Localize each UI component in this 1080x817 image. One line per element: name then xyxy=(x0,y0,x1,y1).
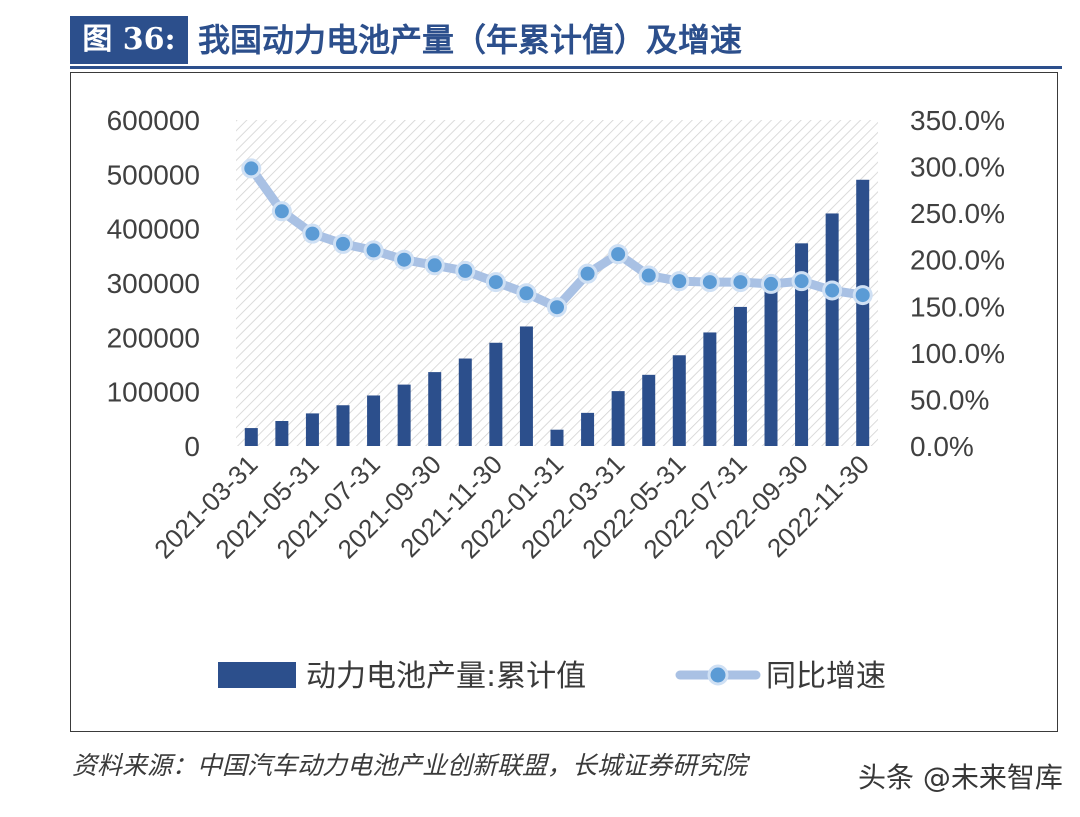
bar xyxy=(825,213,839,446)
left-axis-ticks: 0 100000 200000 300000 400000 500000 600000 xyxy=(107,105,200,462)
line-point xyxy=(333,233,353,254)
bar xyxy=(611,391,625,446)
bar xyxy=(642,374,656,446)
header-divider xyxy=(70,66,1062,69)
line-point xyxy=(577,263,598,284)
bar xyxy=(581,412,595,446)
chart-frame xyxy=(70,72,1058,732)
right-axis-tick-label: 200.0% xyxy=(910,245,1005,276)
line-point xyxy=(547,297,567,318)
x-axis-ticks: 2021-03-312021-05-312021-07-312021-09-30… xyxy=(148,449,875,564)
legend-bar-swatch xyxy=(218,662,296,688)
line-point xyxy=(455,260,476,281)
legend-bar-label: 动力电池产量:累计值 xyxy=(306,659,586,694)
line-point xyxy=(363,240,384,261)
bar xyxy=(458,358,472,446)
bar xyxy=(397,384,411,446)
growth-line-layer xyxy=(241,158,873,318)
left-axis-tick-label: 200000 xyxy=(107,322,200,353)
legend: 动力电池产量:累计值 同比增速 xyxy=(218,659,886,694)
bar xyxy=(856,179,870,446)
line-point xyxy=(241,158,262,179)
line-point xyxy=(791,271,812,292)
bar xyxy=(244,428,258,446)
right-axis-tick-label: 150.0% xyxy=(910,291,1005,322)
line-point xyxy=(730,272,751,293)
bar xyxy=(764,290,778,446)
line-point xyxy=(608,244,629,265)
left-axis-tick-label: 600000 xyxy=(107,105,200,136)
bar xyxy=(703,332,717,446)
right-axis-tick-label: 100.0% xyxy=(910,338,1005,369)
line-point xyxy=(822,280,843,301)
line-point xyxy=(302,223,323,244)
line-point xyxy=(699,272,720,293)
bar xyxy=(275,421,289,446)
right-axis-tick-label: 0.0% xyxy=(910,431,974,462)
left-axis-tick-label: 400000 xyxy=(107,214,200,245)
bar xyxy=(367,395,381,446)
left-axis-tick-label: 500000 xyxy=(107,159,200,190)
bars-layer xyxy=(244,179,870,446)
line-point xyxy=(271,201,292,222)
line-point xyxy=(761,273,781,294)
bar xyxy=(795,243,809,446)
figure-label: 图 36: xyxy=(70,16,188,64)
figure-header: 图 36: 我国动力电池产量（年累计值）及增速 xyxy=(70,14,1062,69)
legend-line-label: 同比增速 xyxy=(766,659,886,694)
source-note: 资料来源：中国汽车动力电池产业创新联盟，长城证券研究院 xyxy=(72,751,748,780)
legend-line-marker xyxy=(707,664,729,686)
left-axis-tick-label: 0 xyxy=(184,431,200,462)
right-axis-tick-label: 300.0% xyxy=(910,152,1005,183)
right-axis-ticks: 0.0% 50.0% 100.0% 150.0% 200.0% 250.0% 300.0% 3… xyxy=(910,105,1005,462)
bar xyxy=(428,372,442,446)
bar xyxy=(489,342,503,446)
right-axis-tick-label: 350.0% xyxy=(910,105,1005,136)
left-axis-tick-label: 300000 xyxy=(107,268,200,299)
line-point xyxy=(638,265,659,286)
bar xyxy=(550,429,564,446)
line-point xyxy=(485,272,506,293)
line-point xyxy=(852,285,873,306)
watermark: 头条 @未来智库 xyxy=(858,761,1063,794)
bar xyxy=(305,413,319,446)
right-axis-tick-label: 250.0% xyxy=(910,198,1005,229)
line-point xyxy=(669,271,690,292)
bar xyxy=(672,355,686,446)
bar xyxy=(733,306,747,446)
figure-title: 我国动力电池产量（年累计值）及增速 xyxy=(198,21,743,59)
line-point xyxy=(516,283,537,304)
line-point xyxy=(424,255,445,276)
line-point xyxy=(394,249,415,270)
bar xyxy=(336,405,350,446)
right-axis-tick-label: 50.0% xyxy=(910,384,989,415)
left-axis-tick-label: 100000 xyxy=(107,377,200,408)
bar xyxy=(519,326,533,446)
